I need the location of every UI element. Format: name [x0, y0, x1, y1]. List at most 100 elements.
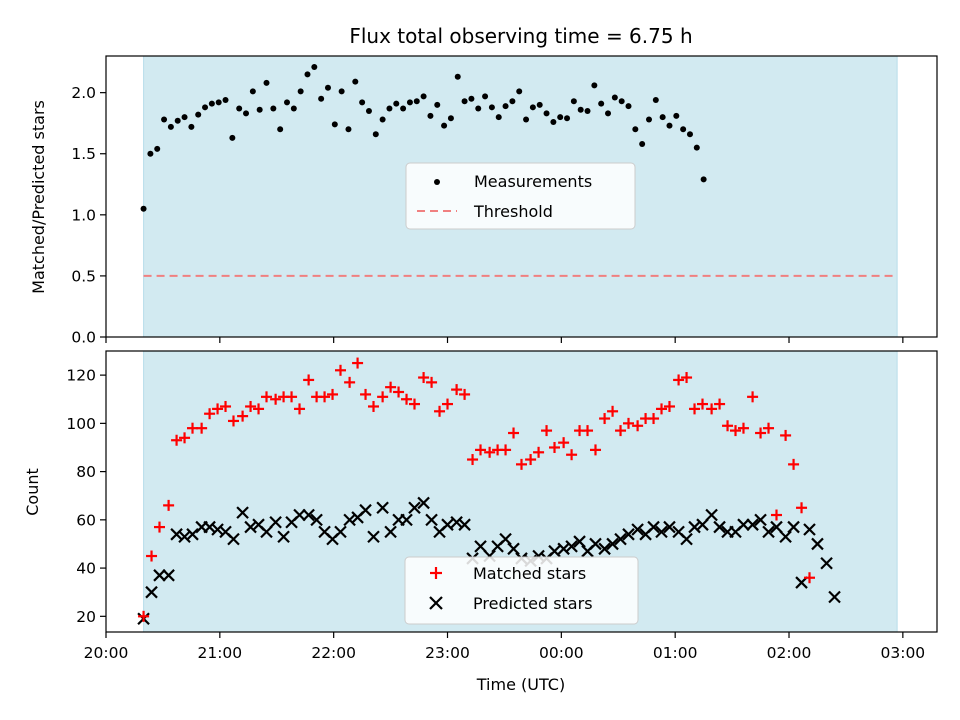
- matched-star-point: [245, 400, 257, 412]
- measurement-point: [263, 79, 270, 86]
- predicted-star-point: [162, 569, 175, 582]
- matched-star-point: [599, 413, 611, 425]
- x-tick-label: 20:00: [84, 644, 129, 662]
- measurement-point: [482, 93, 489, 100]
- predicted-star-point: [227, 532, 240, 546]
- measurement-point: [256, 106, 263, 113]
- measurement-point: [632, 126, 639, 133]
- matched-star-point: [220, 400, 232, 412]
- matched-star-point: [227, 415, 239, 427]
- legend-label-measurements: Measurements: [474, 172, 592, 191]
- measurement-point: [372, 131, 379, 138]
- matched-star-point: [673, 374, 685, 386]
- measurement-point: [502, 103, 509, 110]
- matched-star-point: [508, 427, 520, 439]
- top-y-axis-label: Matched/Predicted stars: [29, 100, 48, 294]
- predicted-star-point: [770, 520, 783, 534]
- matched-star-point: [154, 521, 166, 533]
- matched-star-point: [755, 427, 767, 439]
- predicted-star-point: [696, 518, 709, 531]
- bottom-legend: Matched stars Predicted stars: [404, 556, 639, 625]
- x-axis-label: Time (UTC): [476, 675, 565, 694]
- measurement-point: [454, 73, 461, 80]
- predicted-star-point: [417, 496, 430, 510]
- measurement-point: [140, 205, 147, 212]
- matched-star-point: [525, 454, 537, 466]
- matched-star-point: [146, 550, 158, 562]
- y-tick-label: 20: [76, 608, 96, 626]
- measurement-point: [509, 98, 516, 105]
- measurement-point: [386, 105, 393, 112]
- measurement-points: [140, 63, 707, 212]
- y-tick-label: 60: [76, 511, 96, 529]
- measurement-point: [174, 117, 181, 124]
- matched-star-point: [475, 444, 487, 456]
- measurement-point: [577, 106, 584, 113]
- predicted-star-point: [762, 525, 775, 539]
- x-tick-label: 22:00: [311, 644, 356, 662]
- matched-star-point: [648, 413, 660, 425]
- measurement-point: [311, 63, 318, 70]
- predicted-star-point: [450, 515, 463, 529]
- y-tick-label: 1.5: [71, 145, 96, 163]
- measurement-point: [475, 105, 482, 112]
- predicted-star-point: [705, 508, 718, 522]
- predicted-star-point: [548, 544, 561, 558]
- measurement-point: [181, 114, 188, 121]
- matched-star-point: [663, 400, 675, 412]
- measurement-point: [338, 88, 345, 95]
- predicted-stars-points: [137, 496, 841, 626]
- measurement-point: [202, 104, 209, 111]
- matched-star-point: [319, 391, 331, 403]
- predicted-star-point: [400, 513, 413, 527]
- matched-star-point: [270, 393, 282, 405]
- measurement-point: [345, 126, 352, 133]
- matched-star-point: [294, 403, 306, 415]
- measurement-point: [673, 112, 680, 119]
- predicted-star-point: [779, 530, 792, 544]
- predicted-star-point: [680, 532, 693, 546]
- measurement-point: [365, 107, 372, 114]
- measurement-point: [236, 105, 243, 112]
- measurement-point: [564, 115, 571, 122]
- matched-star-point: [623, 417, 635, 429]
- measurement-point: [283, 99, 290, 106]
- matched-star-point: [467, 454, 479, 466]
- bottom-y-axis-label: Count: [23, 468, 42, 516]
- predicted-star-point: [334, 525, 347, 539]
- predicted-star-point: [425, 513, 438, 527]
- y-tick-label: 1.0: [71, 206, 96, 224]
- predicted-star-point: [376, 501, 389, 515]
- measurement-point: [167, 123, 174, 130]
- matched-star-point: [196, 422, 208, 434]
- predicted-star-point: [343, 513, 356, 527]
- predicted-star-point: [573, 535, 586, 548]
- matched-star-point: [533, 446, 545, 458]
- measurement-point: [195, 111, 202, 118]
- measurement-point: [359, 99, 366, 106]
- matched-star-point: [656, 403, 668, 415]
- matched-star-point: [722, 420, 734, 432]
- predicted-star-point: [713, 520, 726, 534]
- matched-stars-points: [138, 357, 816, 622]
- matched-star-point: [344, 376, 356, 388]
- predicted-star-point: [803, 523, 816, 536]
- x-tick-label: 00:00: [539, 644, 584, 662]
- predicted-star-point: [458, 518, 471, 531]
- measurement-point: [318, 95, 325, 102]
- x-tick-label: 23:00: [425, 644, 470, 662]
- measurement-point: [536, 101, 543, 108]
- matched-star-point: [303, 374, 315, 386]
- measurement-point: [598, 100, 605, 107]
- matched-star-point: [393, 386, 405, 398]
- bottom-y-ticks: 20 40 60 80 100 120: [66, 367, 106, 626]
- predicted-star-point: [606, 537, 619, 551]
- matched-star-point: [434, 405, 446, 417]
- predicted-star-point: [236, 506, 249, 519]
- y-tick-label: 0.5: [71, 267, 96, 285]
- matched-star-point: [459, 388, 471, 400]
- matched-star-point: [385, 381, 397, 393]
- matched-star-point: [730, 425, 742, 437]
- matched-star-point: [737, 422, 749, 434]
- predicted-star-point: [795, 576, 808, 589]
